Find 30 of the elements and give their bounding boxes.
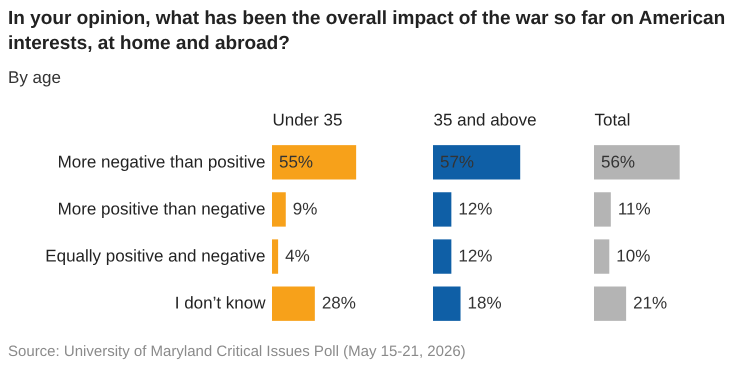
data-label: 56%	[601, 152, 636, 172]
bar	[594, 286, 626, 321]
bar	[272, 286, 315, 321]
data-label: 28%	[322, 294, 356, 313]
x-axis-title: Under 35	[272, 110, 342, 130]
source-note: Source: University of Maryland Critical Issues Poll (May 15-21, 2026)	[8, 343, 466, 360]
data-label: 10%	[616, 246, 650, 266]
data-label: 57%	[440, 152, 474, 172]
bar	[594, 145, 680, 180]
data-label: 18%	[468, 294, 502, 313]
y-tick-label: Equally positive and negative	[45, 246, 266, 266]
data-label: 9%	[292, 199, 318, 218]
data-label: 12%	[458, 199, 492, 218]
chart-title: In your opinion, what has been the overall impact of the war so far on American interests, at home and abroad?	[8, 7, 726, 56]
bar	[272, 239, 278, 274]
y-tick-label: More positive than negative	[58, 199, 266, 218]
bar	[594, 239, 610, 274]
y-tick-label: I don’t know	[174, 294, 266, 313]
data-label: 21%	[633, 294, 668, 313]
y-tick-label: More negative than positive	[58, 152, 266, 172]
x-axis-title: Total	[594, 110, 630, 130]
text: By age	[8, 68, 61, 88]
bar	[594, 192, 611, 227]
bar	[272, 192, 286, 227]
data-label: 55%	[279, 152, 314, 172]
data-label: 4%	[285, 246, 310, 266]
x-axis-title: 35 and above	[434, 110, 537, 130]
bar	[272, 145, 356, 180]
data-label: 11%	[618, 199, 651, 218]
data-label: 12%	[458, 246, 492, 266]
